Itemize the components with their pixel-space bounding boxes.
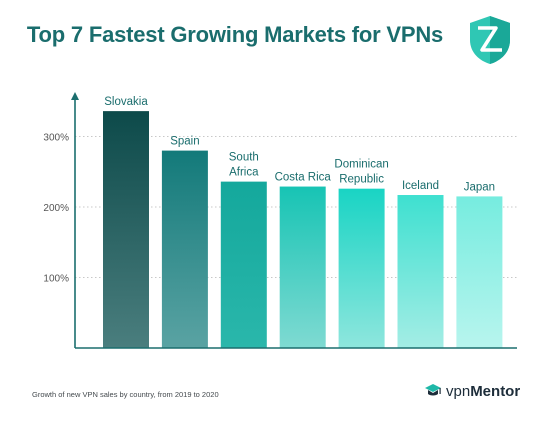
y-tick-label: 200%: [43, 203, 69, 214]
bar-label: South: [229, 152, 259, 164]
bar-label: Japan: [464, 181, 495, 193]
bar: [456, 196, 503, 348]
vpnmentor-logo: vpn Mentor: [424, 382, 520, 400]
vpnmentor-shield-icon: [470, 16, 510, 64]
y-axis-arrow: [71, 92, 79, 100]
bar: [220, 181, 267, 348]
bar-label: Iceland: [402, 180, 439, 192]
bar: [397, 195, 444, 348]
bar-label: Republic: [339, 174, 384, 186]
bar: [338, 188, 385, 348]
bar-label: Costa Rica: [275, 172, 332, 184]
bar-label: Dominican: [334, 159, 388, 171]
bar: [103, 111, 149, 349]
chart-caption: Growth of new VPN sales by country, from…: [32, 390, 219, 399]
chart-title: Top 7 Fastest Growing Markets for VPNs: [26, 22, 444, 47]
graduation-cap-icon: [425, 384, 441, 396]
brand-text-mentor: Mentor: [470, 382, 521, 400]
bar-label: Africa: [229, 167, 259, 179]
brand-text-vpn: vpn: [446, 382, 471, 400]
y-tick-label: 100%: [43, 274, 69, 285]
bar: [161, 150, 208, 348]
bar-label: Spain: [170, 136, 199, 148]
bar-label: Slovakia: [104, 96, 148, 108]
bar: [279, 186, 326, 348]
y-tick-label: 300%: [43, 133, 69, 144]
